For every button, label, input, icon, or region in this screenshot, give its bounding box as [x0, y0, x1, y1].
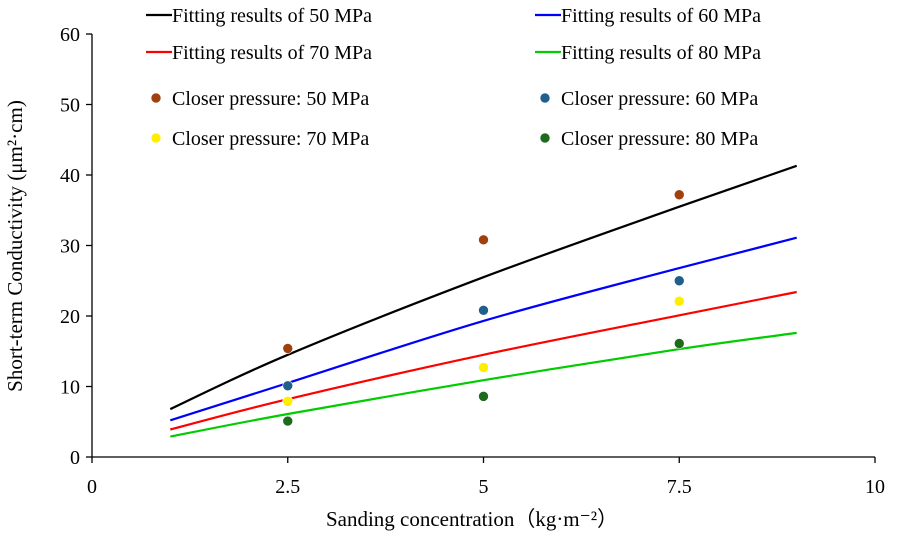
legend-closer-pressure-60-mpa-label: Closer pressure: 60 MPa — [561, 88, 758, 110]
legend-fitting-results-of-50-mpa-label: Fitting results of 50 MPa — [172, 5, 372, 27]
fit-line-fitting-results-of-60-mpa — [169, 236, 797, 422]
data-point-closer-pressure-60-mpa-2 — [478, 305, 489, 316]
x-tick-label-2-5: 2.5 — [275, 476, 300, 498]
data-point-closer-pressure-60-mpa-3 — [673, 275, 685, 287]
legend-closer-pressure-50-mpa-label: Closer pressure: 50 MPa — [172, 88, 369, 110]
legend-closer-pressure-50-mpa-swatch — [150, 92, 162, 104]
fit-line-fitting-results-of-70-mpa — [170, 290, 797, 431]
y-tick-label-0: 0 — [70, 447, 80, 469]
axes: 0 10 20 30 40 50 60 0 2.5 5 7.5 10 — [60, 24, 885, 498]
data-point-closer-pressure-70-mpa-1 — [282, 396, 294, 407]
data-point-closer-pressure-50-mpa-1 — [282, 343, 294, 354]
data-point-closer-pressure-50-mpa-2 — [478, 234, 489, 246]
legend-fitting-results-of-60-mpa-label: Fitting results of 60 MPa — [561, 5, 761, 27]
y-tick-label-30: 30 — [60, 236, 80, 258]
x-tick-label-5: 5 — [479, 476, 489, 498]
x-tick-label-7-5: 7.5 — [667, 476, 692, 498]
legend-closer-pressure-80-mpa-label: Closer pressure: 80 MPa — [561, 128, 758, 150]
y-tick-label-50: 50 — [60, 95, 80, 117]
data-point-closer-pressure-80-mpa-3 — [673, 338, 685, 349]
data-point-closer-pressure-80-mpa-2 — [478, 391, 489, 402]
x-tick-label-0: 0 — [87, 476, 97, 498]
fit-line-fitting-results-of-50-mpa — [169, 164, 798, 411]
data-point-closer-pressure-70-mpa-3 — [673, 295, 685, 307]
legend-closer-pressure-80-mpa-swatch — [539, 132, 551, 144]
legend-fitting-results-of-70-mpa-label: Fitting results of 70 MPa — [172, 42, 372, 64]
legend-closer-pressure-70-mpa-label: Closer pressure: 70 MPa — [172, 128, 369, 150]
data-point-closer-pressure-60-mpa-1 — [282, 380, 294, 392]
data-point-closer-pressure-70-mpa-2 — [478, 362, 489, 373]
fit-line-fitting-results-of-80-mpa — [170, 331, 797, 438]
legend: Fitting results of 50 MPa Fitting results… — [146, 5, 761, 150]
plot-area — [169, 164, 798, 438]
y-axis-title: Short-term Conductivity (μm²·cm) — [3, 100, 27, 392]
data-point-closer-pressure-50-mpa-3 — [673, 189, 685, 201]
data-point-closer-pressure-80-mpa-1 — [282, 415, 294, 427]
y-tick-label-20: 20 — [60, 306, 80, 328]
legend-closer-pressure-60-mpa-swatch — [539, 92, 551, 104]
legend-closer-pressure-70-mpa-swatch — [150, 132, 162, 144]
y-tick-label-40: 40 — [60, 165, 80, 187]
x-tick-label-10: 10 — [865, 476, 885, 498]
y-tick-label-60: 60 — [60, 24, 80, 46]
y-tick-label-10: 10 — [60, 377, 80, 399]
x-axis-title: Sanding concentration（kg·m⁻²） — [326, 507, 618, 531]
legend-fitting-results-of-80-mpa-label: Fitting results of 80 MPa — [561, 42, 761, 64]
